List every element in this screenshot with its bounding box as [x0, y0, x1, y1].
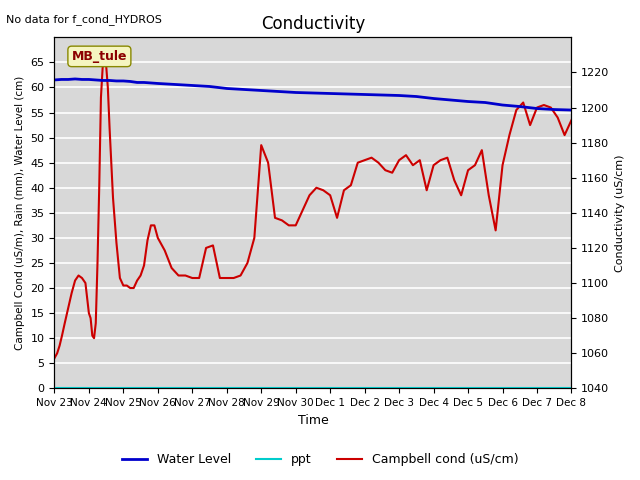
Y-axis label: Campbell Cond (uS/m), Rain (mm), Water Level (cm): Campbell Cond (uS/m), Rain (mm), Water L… — [15, 76, 25, 350]
X-axis label: Time: Time — [298, 414, 328, 427]
Text: MB_tule: MB_tule — [72, 50, 127, 63]
Legend: Water Level, ppt, Campbell cond (uS/cm): Water Level, ppt, Campbell cond (uS/cm) — [116, 448, 524, 471]
Y-axis label: Conductivity (uS/cm): Conductivity (uS/cm) — [615, 154, 625, 272]
Title: Conductivity: Conductivity — [261, 15, 365, 33]
Text: No data for f_cond_HYDROS: No data for f_cond_HYDROS — [6, 14, 163, 25]
